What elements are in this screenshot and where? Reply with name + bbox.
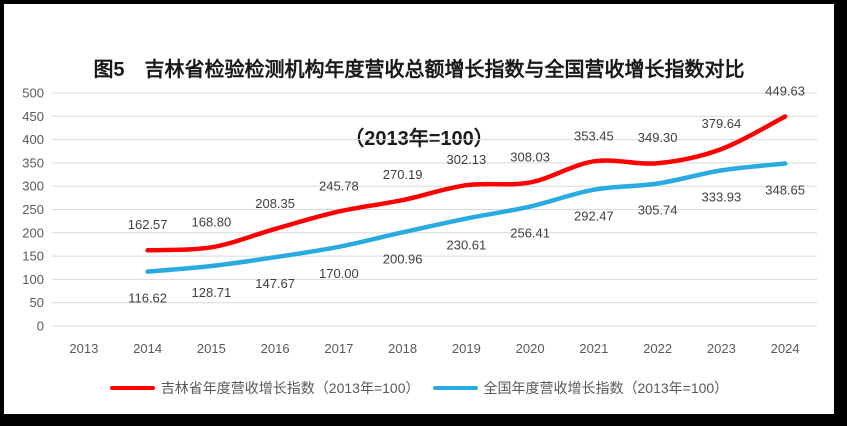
svg-text:349.30: 349.30 bbox=[638, 130, 678, 145]
legend-label-national: 全国年度营收增长指数（2013年=100） bbox=[483, 380, 729, 396]
svg-text:2022: 2022 bbox=[643, 341, 672, 356]
svg-text:449.63: 449.63 bbox=[765, 83, 805, 98]
data-labels-jilin: 162.57 168.80 208.35 245.78 270.19 302.13 308.… bbox=[128, 83, 805, 232]
svg-text:2020: 2020 bbox=[516, 341, 545, 356]
data-labels-national: 116.62 128.71 147.67 170.00 200.96 230.61 256.… bbox=[128, 183, 805, 306]
red-line-swatch-icon bbox=[109, 385, 155, 391]
legend-label-jilin: 吉林省年度营收增长指数（2013年=100） bbox=[160, 380, 420, 396]
svg-text:150: 150 bbox=[22, 249, 44, 264]
svg-text:500: 500 bbox=[22, 86, 44, 101]
svg-text:100: 100 bbox=[22, 272, 44, 287]
svg-text:450: 450 bbox=[22, 109, 44, 124]
svg-text:2017: 2017 bbox=[324, 341, 353, 356]
svg-text:147.67: 147.67 bbox=[255, 276, 295, 291]
svg-text:400: 400 bbox=[22, 132, 44, 147]
svg-text:256.41: 256.41 bbox=[510, 226, 550, 241]
svg-text:128.71: 128.71 bbox=[191, 285, 231, 300]
blue-line-swatch-icon bbox=[432, 385, 478, 391]
svg-text:50: 50 bbox=[30, 295, 44, 310]
series-line-jilin bbox=[145, 114, 788, 253]
svg-text:2019: 2019 bbox=[452, 341, 481, 356]
gridlines bbox=[52, 92, 817, 327]
svg-text:2018: 2018 bbox=[388, 341, 417, 356]
y-axis-labels: 0 50 100 150 200 250 300 350 400 450 500 bbox=[22, 86, 44, 334]
svg-text:116.62: 116.62 bbox=[128, 291, 167, 306]
svg-text:250: 250 bbox=[22, 202, 44, 217]
svg-text:308.03: 308.03 bbox=[510, 149, 550, 164]
svg-text:270.19: 270.19 bbox=[383, 167, 423, 182]
svg-text:168.80: 168.80 bbox=[191, 214, 231, 229]
svg-text:200.96: 200.96 bbox=[383, 251, 423, 266]
svg-text:230.61: 230.61 bbox=[446, 238, 486, 253]
svg-text:333.93: 333.93 bbox=[701, 189, 741, 204]
chart-title-line2: （2013年=100） bbox=[344, 128, 494, 150]
svg-text:292.47: 292.47 bbox=[574, 209, 614, 224]
svg-text:353.45: 353.45 bbox=[574, 128, 614, 143]
svg-text:302.13: 302.13 bbox=[446, 152, 486, 167]
legend-item-jilin: 吉林省年度营收增长指数（2013年=100） bbox=[109, 378, 420, 398]
svg-text:2013: 2013 bbox=[69, 341, 98, 356]
svg-text:2024: 2024 bbox=[771, 341, 800, 356]
svg-text:348.65: 348.65 bbox=[765, 183, 805, 198]
chart-title-line1: 图5 吉林省检验检测机构年度营收总额增长指数与全国营收增长指数对比 bbox=[93, 59, 745, 81]
svg-text:208.35: 208.35 bbox=[255, 196, 295, 211]
svg-text:162.57: 162.57 bbox=[128, 217, 168, 232]
svg-text:245.78: 245.78 bbox=[319, 178, 359, 193]
svg-text:2015: 2015 bbox=[197, 341, 226, 356]
series-line-national bbox=[145, 161, 788, 274]
svg-text:300: 300 bbox=[22, 179, 44, 194]
chart-title: 图5 吉林省检验检测机构年度营收总额增长指数与全国营收增长指数对比 （2013年… bbox=[4, 13, 834, 197]
svg-text:350: 350 bbox=[22, 155, 44, 170]
svg-text:2016: 2016 bbox=[261, 341, 290, 356]
svg-text:379.64: 379.64 bbox=[701, 116, 741, 131]
legend-item-national: 全国年度营收增长指数（2013年=100） bbox=[432, 378, 729, 398]
svg-text:170.00: 170.00 bbox=[319, 266, 359, 281]
chart-legend: 吉林省年度营收增长指数（2013年=100） 全国年度营收增长指数（2013年=… bbox=[4, 378, 834, 398]
svg-text:2014: 2014 bbox=[133, 341, 162, 356]
svg-text:2021: 2021 bbox=[579, 341, 608, 356]
x-axis-labels: 2013 2014 2015 2016 2017 2018 2019 2020 2021 2022… bbox=[69, 341, 799, 356]
svg-text:0: 0 bbox=[37, 319, 44, 334]
svg-text:200: 200 bbox=[22, 225, 44, 240]
svg-text:2023: 2023 bbox=[707, 341, 736, 356]
svg-text:305.74: 305.74 bbox=[638, 203, 678, 218]
